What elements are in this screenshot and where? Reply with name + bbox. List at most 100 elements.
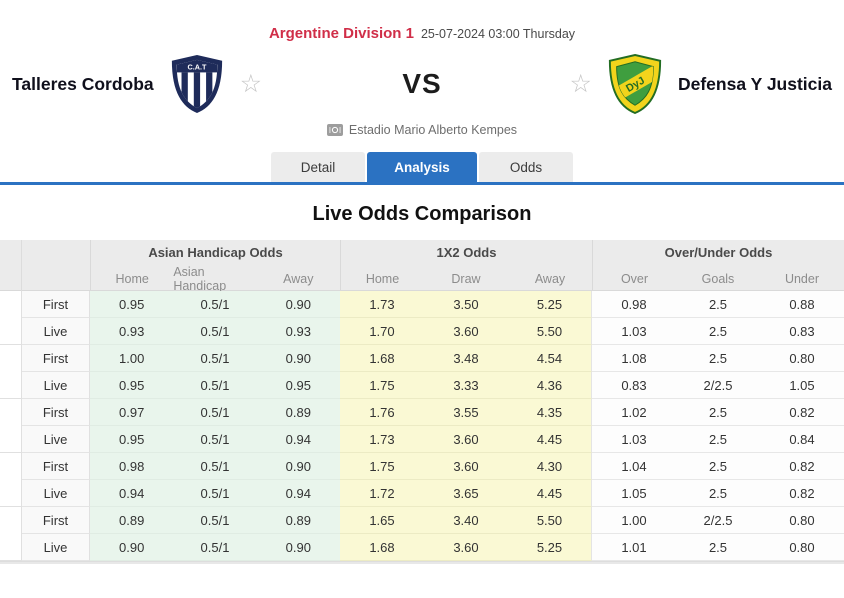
ah-away-odds: 0.90 bbox=[256, 534, 340, 561]
ah-home-odds: 0.97 bbox=[90, 399, 174, 426]
away-team-block: ☆ DyJ Defensa Y Justicia bbox=[487, 54, 832, 114]
x12-away-odds: 4.54 bbox=[507, 345, 592, 372]
ah-handicap-value: 0.5/1 bbox=[173, 480, 257, 507]
table-row: First 1.00 0.5/1 0.90 1.68 3.48 4.54 1.0… bbox=[0, 345, 844, 372]
row-type-label: Live bbox=[22, 534, 90, 561]
x12-home-odds: 1.68 bbox=[339, 345, 424, 372]
home-team-badge[interactable]: C.A.T bbox=[168, 54, 226, 114]
stadium-icon bbox=[326, 124, 343, 136]
ou-under-odds: 0.80 bbox=[759, 534, 844, 561]
subheader-ah-home: Home bbox=[90, 265, 173, 293]
ou-over-odds: 1.00 bbox=[591, 507, 676, 534]
ou-under-odds: 1.05 bbox=[759, 372, 844, 399]
ou-goals-value: 2.5 bbox=[675, 453, 760, 480]
x12-draw-odds: 3.55 bbox=[423, 399, 508, 426]
ou-goals-value: 2.5 bbox=[675, 318, 760, 345]
ou-under-odds: 0.82 bbox=[759, 480, 844, 507]
x12-draw-odds: 3.60 bbox=[423, 534, 508, 561]
away-team-badge[interactable]: DyJ bbox=[606, 54, 664, 114]
ou-under-odds: 0.80 bbox=[759, 345, 844, 372]
table-row: First 0.95 0.5/1 0.90 1.73 3.50 5.25 0.9… bbox=[0, 291, 844, 318]
ah-home-odds: 0.94 bbox=[90, 480, 174, 507]
ah-home-odds: 0.95 bbox=[90, 291, 174, 318]
ou-under-odds: 0.82 bbox=[759, 399, 844, 426]
x12-home-odds: 1.70 bbox=[339, 318, 424, 345]
subheader-ou-under: Under bbox=[784, 272, 819, 286]
league-name[interactable]: Argentine Division 1 bbox=[268, 25, 414, 42]
x12-home-odds: 1.72 bbox=[339, 480, 424, 507]
x12-home-odds: 1.75 bbox=[339, 453, 424, 480]
ah-handicap-value: 0.5/1 bbox=[173, 345, 257, 372]
table-group-header: Asian Handicap Odds 1X2 Odds Over/Under … bbox=[0, 240, 844, 265]
match-datetime: 25-07-2024 03:00 Thursday bbox=[420, 27, 576, 41]
x12-away-odds: 4.30 bbox=[507, 453, 592, 480]
subheader-ah-away: Away bbox=[283, 272, 314, 286]
subheader-spacer bbox=[0, 265, 22, 293]
ah-home-odds: 0.98 bbox=[90, 453, 174, 480]
home-badge-text: C.A.T bbox=[187, 63, 207, 72]
ah-home-odds: 0.95 bbox=[90, 426, 174, 453]
x12-away-odds: 5.50 bbox=[507, 507, 592, 534]
home-team-name[interactable]: Talleres Cordoba bbox=[12, 73, 154, 94]
away-favorite-star-icon[interactable]: ☆ bbox=[569, 69, 592, 98]
tab-detail[interactable]: Detail bbox=[271, 152, 365, 182]
ou-goals-value: 2.5 bbox=[675, 345, 760, 372]
row-type-label: First bbox=[22, 507, 90, 534]
vs-label: VS bbox=[402, 68, 442, 99]
ou-goals-value: 2.5 bbox=[675, 426, 760, 453]
bookmaker-cell bbox=[0, 507, 22, 534]
home-team-block: Talleres Cordoba C.A.T ☆ bbox=[12, 54, 357, 114]
ah-handicap-value: 0.5/1 bbox=[173, 372, 257, 399]
ou-over-odds: 0.98 bbox=[591, 291, 676, 318]
x12-away-odds: 5.25 bbox=[507, 534, 592, 561]
ou-over-odds: 0.83 bbox=[591, 372, 676, 399]
x12-draw-odds: 3.40 bbox=[423, 507, 508, 534]
subheader-1x2-home: Home bbox=[339, 265, 424, 293]
x12-away-odds: 4.36 bbox=[507, 372, 592, 399]
ou-over-odds: 1.04 bbox=[591, 453, 676, 480]
ou-under-odds: 0.88 bbox=[759, 291, 844, 318]
away-team-name[interactable]: Defensa Y Justicia bbox=[677, 73, 832, 94]
x12-draw-odds: 3.33 bbox=[423, 372, 508, 399]
row-type-label: First bbox=[22, 399, 90, 426]
home-favorite-star-icon[interactable]: ☆ bbox=[239, 69, 263, 98]
live-odds-table: Asian Handicap Odds 1X2 Odds Over/Under … bbox=[0, 240, 844, 561]
x12-away-odds: 4.35 bbox=[507, 399, 592, 426]
ah-away-odds: 0.89 bbox=[256, 399, 340, 426]
x12-home-odds: 1.65 bbox=[339, 507, 424, 534]
x12-draw-odds: 3.60 bbox=[423, 426, 508, 453]
ah-home-odds: 0.93 bbox=[90, 318, 174, 345]
table-row: Live 0.93 0.5/1 0.93 1.70 3.60 5.50 1.03… bbox=[0, 318, 844, 345]
x12-draw-odds: 3.48 bbox=[423, 345, 508, 372]
subheader-1x2-draw: Draw bbox=[451, 272, 481, 286]
group-over-under: Over/Under Odds bbox=[592, 240, 844, 265]
table-row: First 0.97 0.5/1 0.89 1.76 3.55 4.35 1.0… bbox=[0, 399, 844, 426]
ah-home-odds: 1.00 bbox=[90, 345, 174, 372]
bookmaker-cell bbox=[0, 480, 22, 507]
ou-under-odds: 0.82 bbox=[759, 453, 844, 480]
table-row: Live 0.95 0.5/1 0.94 1.73 3.60 4.45 1.03… bbox=[0, 426, 844, 453]
bookmaker-cell bbox=[0, 426, 22, 453]
x12-away-odds: 5.25 bbox=[507, 291, 592, 318]
x12-draw-odds: 3.50 bbox=[423, 291, 508, 318]
bookmaker-cell bbox=[0, 534, 22, 561]
table-row: First 0.89 0.5/1 0.89 1.65 3.40 5.50 1.0… bbox=[0, 507, 844, 534]
tab-odds[interactable]: Odds bbox=[479, 152, 573, 182]
x12-draw-odds: 3.60 bbox=[423, 453, 508, 480]
row-type-label: Live bbox=[22, 426, 90, 453]
x12-home-odds: 1.75 bbox=[339, 372, 424, 399]
row-type-label: Live bbox=[22, 318, 90, 345]
ah-handicap-value: 0.5/1 bbox=[173, 318, 257, 345]
ou-over-odds: 1.08 bbox=[591, 345, 676, 372]
x12-home-odds: 1.73 bbox=[339, 291, 424, 318]
x12-home-odds: 1.76 bbox=[339, 399, 424, 426]
ou-over-odds: 1.03 bbox=[591, 318, 676, 345]
tab-analysis[interactable]: Analysis bbox=[367, 152, 477, 182]
subheader-ou-over: Over bbox=[591, 265, 676, 293]
bookmaker-cell bbox=[0, 318, 22, 345]
ah-handicap-value: 0.5/1 bbox=[173, 453, 257, 480]
ah-home-odds: 0.90 bbox=[90, 534, 174, 561]
row-type-label: Live bbox=[22, 372, 90, 399]
ou-goals-value: 2.5 bbox=[675, 534, 760, 561]
venue-row: Estadio Mario Alberto Kempes bbox=[0, 123, 844, 137]
